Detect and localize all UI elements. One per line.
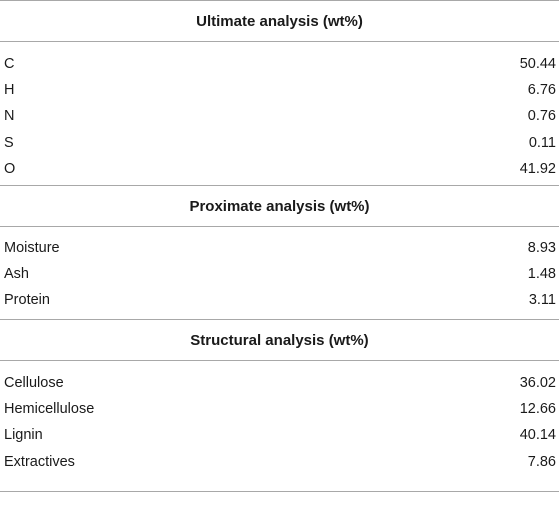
row-value: 0.11 [528,134,556,151]
row-value: 7.86 [527,453,556,470]
section-rows-ultimate-analysis: C 50.44 H 6.76 N 0.76 S 0.11 O 41.92 [0,42,559,185]
row-value: 1.48 [527,266,556,283]
table-row: H 6.76 [0,77,559,103]
section-title: Structural analysis (wt%) [190,331,369,349]
table-row: S 0.11 [0,130,559,156]
row-label: Hemicellulose [4,401,95,418]
row-value: 36.02 [519,375,556,392]
row-value: 8.93 [527,240,556,257]
section-title: Ultimate analysis (wt%) [196,12,363,30]
table-row: Ash 1.48 [0,261,559,287]
row-label: Ash [4,266,29,283]
row-value: 40.14 [519,427,556,444]
row-value: 0.76 [527,108,556,125]
section-rows-structural-analysis: Cellulose 36.02 Hemicellulose 12.66 Lign… [0,361,559,491]
section-header-proximate-analysis: Proximate analysis (wt%) [0,185,559,227]
table-row: Moisture 8.93 [0,235,559,261]
row-label: Lignin [4,427,43,444]
row-label: H [4,82,15,99]
table-row: Extractives 7.86 [0,449,559,475]
table-row: Hemicellulose 12.66 [0,396,559,422]
table-row: C 50.44 [0,51,559,77]
table-row: Lignin 40.14 [0,422,559,448]
row-value: 50.44 [519,56,556,73]
row-label: Extractives [4,453,75,470]
table-bottom-divider [0,491,559,492]
row-value: 41.92 [519,160,556,177]
row-value: 6.76 [527,82,556,99]
section-rows-proximate-analysis: Moisture 8.93 Ash 1.48 Protein 3.11 [0,227,559,319]
table-row: Cellulose 36.02 [0,370,559,396]
table-row: Protein 3.11 [0,287,559,313]
row-value: 3.11 [528,292,556,309]
row-label: N [4,108,15,125]
row-label: Protein [4,292,50,309]
section-header-structural-analysis: Structural analysis (wt%) [0,319,559,361]
row-label: Moisture [4,240,60,257]
row-label: Cellulose [4,375,64,392]
table-row: O 41.92 [0,156,559,182]
row-label: S [4,134,14,151]
row-label: O [4,160,16,177]
composition-table: Ultimate analysis (wt%) C 50.44 H 6.76 N… [0,0,559,492]
row-label: C [4,56,15,73]
section-title: Proximate analysis (wt%) [189,197,370,215]
table-row: N 0.76 [0,103,559,129]
section-header-ultimate-analysis: Ultimate analysis (wt%) [0,0,559,42]
row-value: 12.66 [519,401,556,418]
